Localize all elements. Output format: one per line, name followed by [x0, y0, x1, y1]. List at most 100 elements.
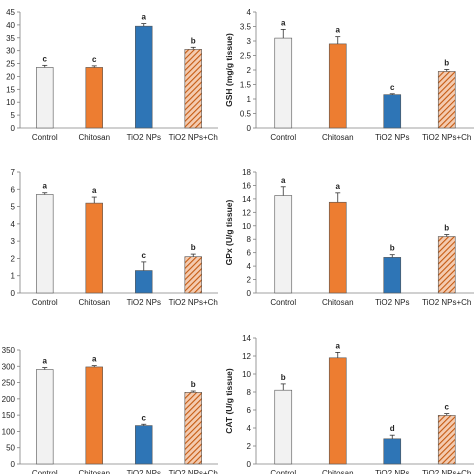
- x-category-label: Chitosan: [322, 133, 354, 142]
- chart-panel-4: 0 2 4 6 8 10 12 14 16 18 GPx (U/g tissue) a Control a…: [224, 168, 474, 307]
- y-tick-label: 14: [242, 334, 251, 343]
- y-tick-label: 8: [247, 235, 252, 244]
- significance-letter: a: [43, 182, 48, 191]
- y-tick-label: 1: [11, 272, 16, 281]
- significance-letter: a: [142, 13, 147, 22]
- y-tick-label: 15: [6, 85, 15, 94]
- x-category-label: Chitosan: [78, 469, 110, 474]
- significance-letter: a: [43, 357, 48, 366]
- y-tick-label: 2: [247, 442, 252, 451]
- y-tick-label: 16: [242, 181, 251, 190]
- significance-letter: a: [336, 341, 341, 350]
- x-category-label: Control: [270, 469, 296, 474]
- bar-control: [36, 194, 54, 294]
- bar-tio2-nps: [135, 25, 153, 129]
- significance-letter: c: [390, 83, 395, 92]
- y-tick-label: 3.5: [240, 23, 252, 32]
- bar-chitosan: [328, 201, 347, 294]
- x-category-label: Chitosan: [78, 298, 110, 307]
- chart-panel-3: 0 1 2 3 4 5 6 7 a Control a Chitosan c TiO2 NPs b TiO2 …: [11, 168, 218, 307]
- x-category-label: TiO2 NPs: [127, 469, 161, 474]
- x-category-label: Control: [32, 133, 58, 142]
- bar-chitosan: [85, 67, 103, 129]
- y-tick-label: 250: [2, 379, 16, 388]
- y-tick-label: 12: [242, 352, 251, 361]
- x-category-label: Control: [270, 298, 296, 307]
- x-category-label: TiO2 NPs: [375, 469, 409, 474]
- y-tick-label: 10: [242, 222, 251, 231]
- y-tick-label: 7: [11, 168, 16, 177]
- bar-tio2-nps: [383, 94, 402, 129]
- bar-chitosan: [328, 357, 347, 465]
- x-category-label: Control: [270, 133, 296, 142]
- bar-chitosan: [85, 366, 103, 465]
- y-tick-label: 45: [6, 8, 15, 17]
- y-tick-label: 4: [247, 424, 252, 433]
- x-category-label: TiO2 NPs+Ch: [422, 133, 471, 142]
- y-tick-label: 200: [2, 395, 16, 404]
- x-category-label: TiO2 NPs+Ch: [422, 469, 471, 474]
- significance-letter: c: [445, 403, 450, 412]
- significance-letter: b: [191, 36, 196, 45]
- y-tick-label: 10: [242, 370, 251, 379]
- x-category-label: TiO2 NPs+Ch: [169, 469, 218, 474]
- bar-tio2-nps: [135, 270, 153, 294]
- x-category-label: TiO2 NPs+Ch: [169, 298, 218, 307]
- y-tick-label: 150: [2, 411, 16, 420]
- y-tick-label: 0: [11, 124, 16, 133]
- y-tick-label: 1: [247, 95, 252, 104]
- bar-control: [274, 195, 293, 294]
- y-tick-label: 20: [6, 72, 15, 81]
- significance-letter: b: [191, 380, 196, 389]
- bar-control: [36, 67, 54, 129]
- y-tick-label: 25: [6, 60, 15, 69]
- y-tick-label: 0: [11, 289, 16, 298]
- y-tick-label: 0: [247, 289, 252, 298]
- y-axis-title: GSH (mg/g tissue): [224, 33, 234, 107]
- bar-control: [274, 37, 293, 129]
- significance-letter: a: [281, 176, 286, 185]
- significance-letter: a: [336, 26, 341, 35]
- x-category-label: Control: [32, 469, 58, 474]
- y-tick-label: 6: [247, 406, 252, 415]
- significance-letter: a: [336, 182, 341, 191]
- y-tick-label: 50: [6, 444, 15, 453]
- y-tick-label: 8: [247, 388, 252, 397]
- y-tick-label: 35: [6, 34, 15, 43]
- x-category-label: TiO2 NPs+Ch: [169, 133, 218, 142]
- bar-chitosan: [85, 202, 103, 294]
- x-category-label: TiO2 NPs+Ch: [422, 298, 471, 307]
- x-category-label: Chitosan: [322, 298, 354, 307]
- y-tick-label: 30: [6, 47, 15, 56]
- significance-letter: c: [43, 54, 48, 63]
- significance-letter: b: [281, 373, 286, 382]
- y-tick-label: 1.5: [240, 81, 252, 90]
- significance-letter: b: [444, 58, 449, 67]
- y-tick-label: 10: [6, 98, 15, 107]
- significance-letter: c: [142, 251, 147, 260]
- bar-tio2-nps-ch: [184, 49, 202, 129]
- bar-chitosan: [328, 43, 347, 129]
- y-tick-label: 6: [247, 249, 252, 258]
- y-tick-label: 3: [247, 37, 252, 46]
- y-tick-label: 4: [247, 262, 252, 271]
- y-tick-label: 0.5: [240, 110, 252, 119]
- y-axis-title: GPx (U/g tissue): [224, 200, 234, 266]
- x-category-label: Chitosan: [78, 133, 110, 142]
- x-category-label: TiO2 NPs: [375, 298, 409, 307]
- y-tick-label: 5: [11, 203, 16, 212]
- significance-letter: c: [92, 55, 97, 64]
- y-tick-label: 2: [11, 254, 16, 263]
- significance-letter: a: [92, 186, 97, 195]
- chart-panel-5: 0 50 100 150 200 250 300 350 a Control a Chitosan c T…: [2, 346, 218, 474]
- bar-tio2-nps-ch: [437, 71, 456, 129]
- y-tick-label: 0: [11, 460, 16, 469]
- y-tick-label: 5: [11, 111, 16, 120]
- y-tick-label: 4: [247, 8, 252, 17]
- bar-tio2-nps: [383, 257, 402, 294]
- significance-letter: a: [281, 18, 286, 27]
- y-tick-label: 12: [242, 208, 251, 217]
- y-tick-label: 2: [247, 66, 252, 75]
- x-category-label: Control: [32, 298, 58, 307]
